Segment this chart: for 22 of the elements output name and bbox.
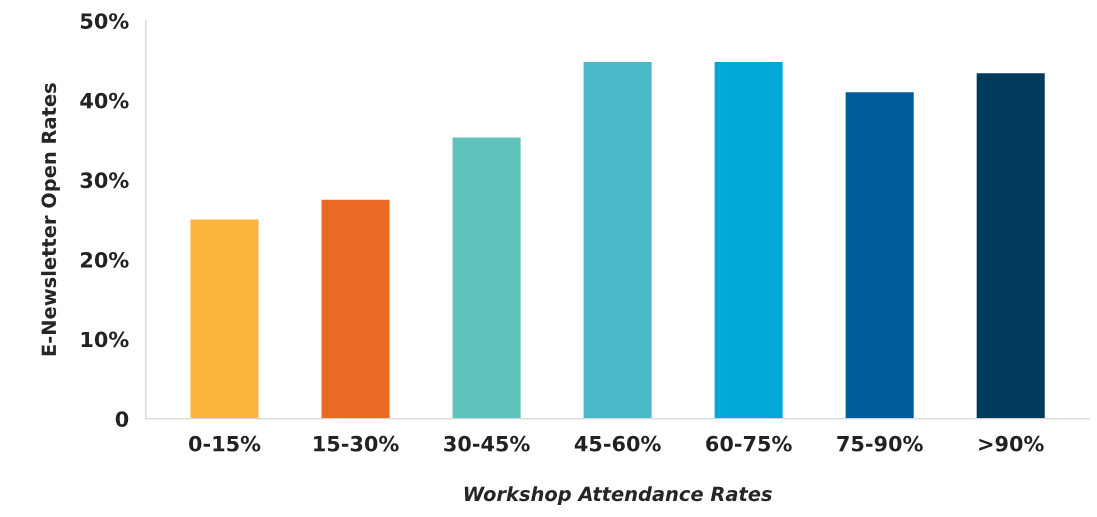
bar bbox=[451, 136, 522, 419]
x-tick-label: 0-15% bbox=[189, 435, 261, 452]
x-tick-label: 45-60% bbox=[574, 435, 661, 452]
bar bbox=[189, 218, 260, 419]
y-tick-label: 20% bbox=[81, 251, 129, 268]
x-tick-label: 75-90% bbox=[837, 435, 923, 452]
y-tick-label: 10% bbox=[81, 331, 129, 348]
bar bbox=[975, 71, 1047, 419]
x-tick-label: >90% bbox=[979, 435, 1044, 452]
y-tick-label: 30% bbox=[80, 172, 129, 189]
x-tick-label: 15-30% bbox=[314, 435, 399, 452]
y-tick-label: 40% bbox=[80, 92, 129, 109]
y-tick-label: 50% bbox=[80, 13, 129, 29]
bar bbox=[844, 90, 916, 419]
bar bbox=[713, 60, 785, 419]
bar bbox=[320, 198, 391, 419]
y-axis-title: E-Newsletter Open Rates bbox=[41, 83, 60, 356]
x-axis-title: Workshop Attendance Rates bbox=[464, 486, 772, 505]
x-tick-label: 30-45% bbox=[444, 435, 530, 452]
x-tick-label: 60-75% bbox=[706, 435, 792, 452]
y-tick-label: 0 bbox=[115, 411, 129, 427]
bar bbox=[582, 60, 654, 419]
